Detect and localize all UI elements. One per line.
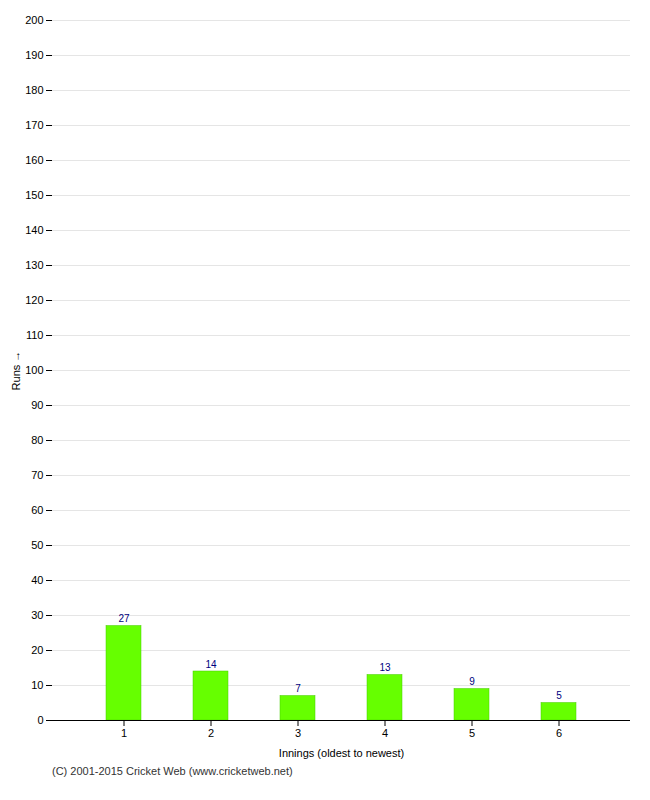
svg-text:200: 200	[25, 14, 43, 26]
svg-text:120: 120	[25, 294, 43, 306]
svg-text:0: 0	[37, 714, 43, 726]
svg-text:5: 5	[556, 690, 562, 701]
svg-text:150: 150	[25, 189, 43, 201]
svg-text:7: 7	[295, 683, 301, 694]
svg-text:3: 3	[295, 727, 301, 739]
svg-text:100: 100	[25, 364, 43, 376]
svg-text:27: 27	[118, 613, 130, 624]
svg-text:14: 14	[205, 659, 217, 670]
svg-text:180: 180	[25, 84, 43, 96]
svg-text:160: 160	[25, 154, 43, 166]
svg-text:140: 140	[25, 224, 43, 236]
svg-text:40: 40	[31, 574, 43, 586]
svg-text:70: 70	[31, 469, 43, 481]
svg-text:Runs →: Runs →	[10, 351, 22, 391]
svg-text:1: 1	[121, 727, 127, 739]
svg-text:80: 80	[31, 434, 43, 446]
svg-text:10: 10	[31, 679, 43, 691]
svg-text:130: 130	[25, 259, 43, 271]
html-text:(C) 2001-2015 Cricket Web (www: (C) 2001-2015 Cricket Web (www.cricketwe…	[52, 765, 293, 777]
svg-text:60: 60	[31, 504, 43, 516]
svg-text:2: 2	[208, 727, 214, 739]
svg-text:5: 5	[469, 727, 475, 739]
svg-text:170: 170	[25, 119, 43, 131]
svg-text:9: 9	[469, 676, 475, 687]
svg-text:110: 110	[26, 329, 44, 341]
svg-text:6: 6	[556, 727, 562, 739]
svg-text:4: 4	[382, 727, 388, 739]
svg-text:50: 50	[31, 539, 43, 551]
svg-text:30: 30	[31, 609, 43, 621]
svg-text:90: 90	[31, 399, 43, 411]
svg-text:Innings (oldest to newest): Innings (oldest to newest)	[279, 747, 404, 759]
svg-text:13: 13	[379, 662, 391, 673]
svg-text:20: 20	[31, 644, 43, 656]
svg-text:190: 190	[25, 49, 43, 61]
